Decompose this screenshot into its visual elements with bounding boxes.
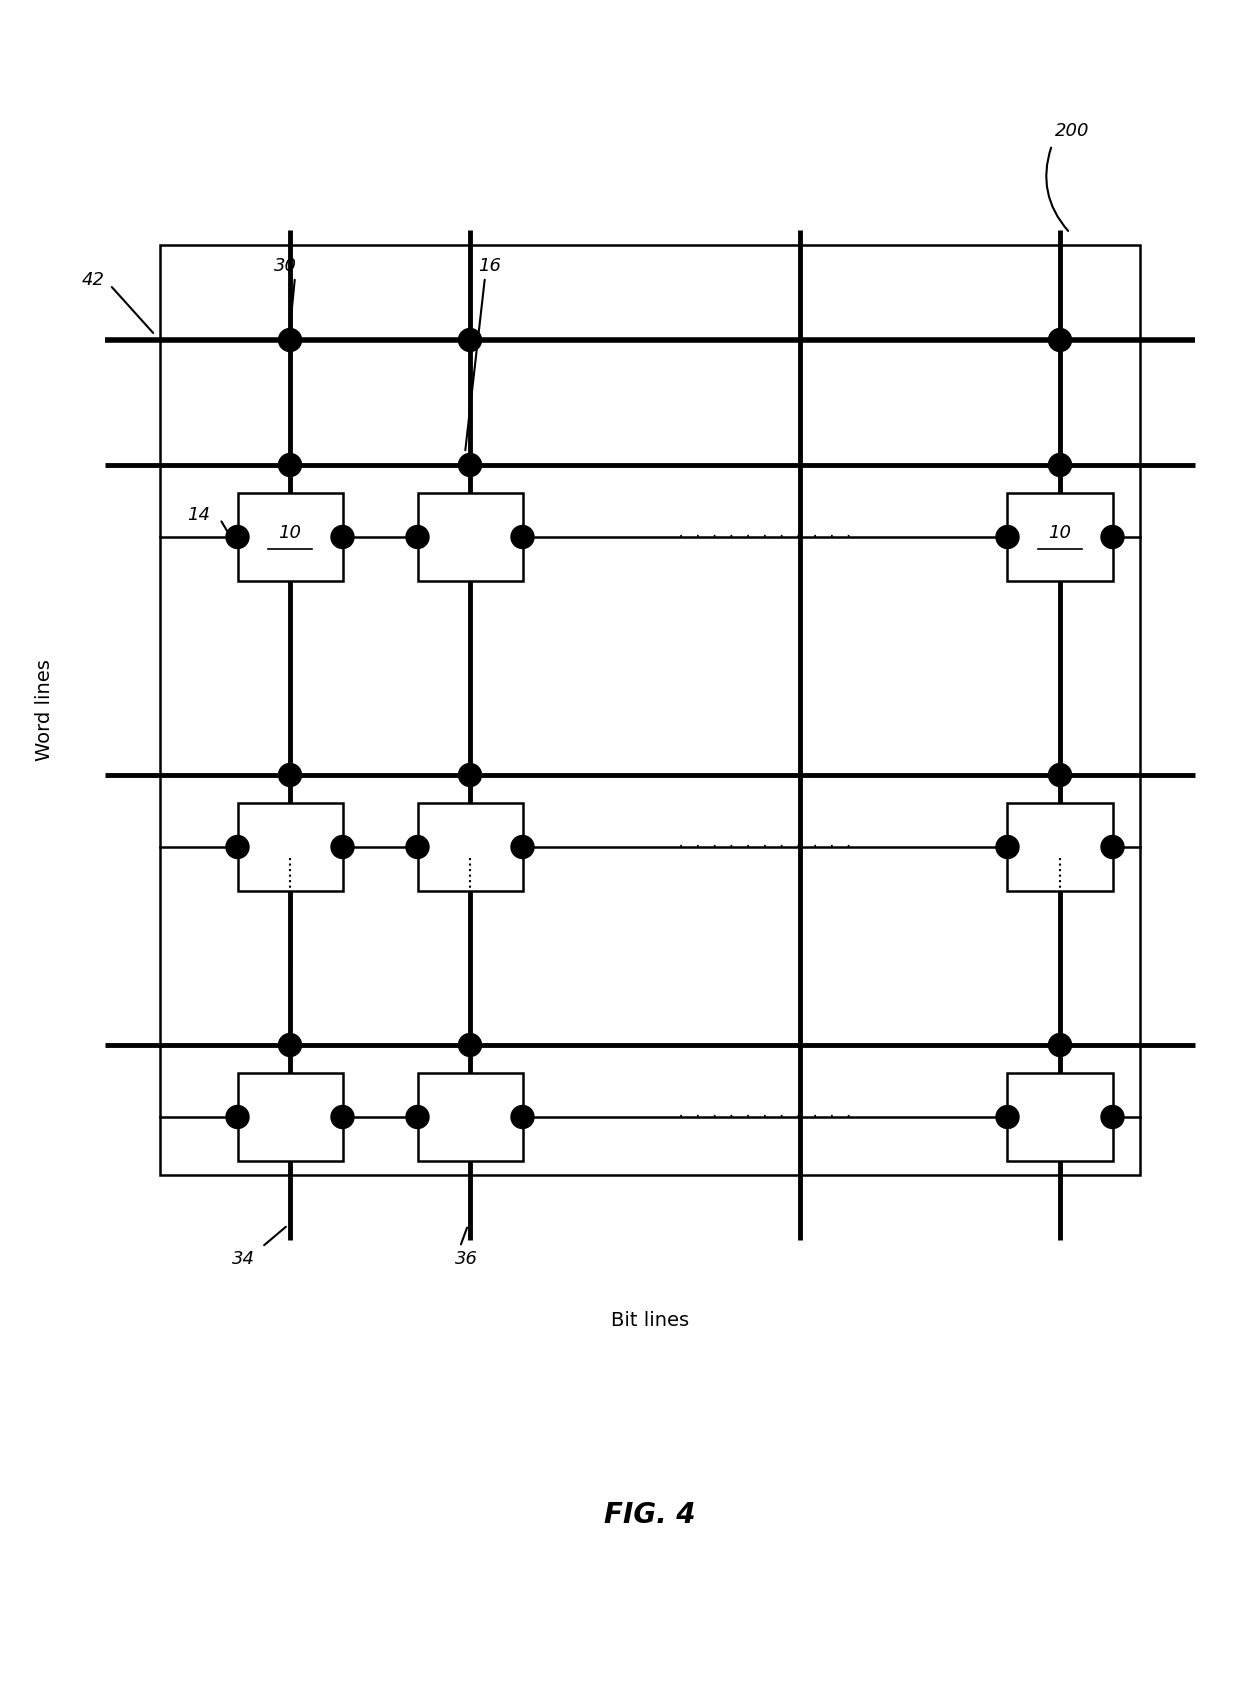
Circle shape: [1049, 763, 1071, 786]
Bar: [418, 803, 522, 892]
Circle shape: [511, 1105, 534, 1129]
Circle shape: [279, 1034, 301, 1056]
Circle shape: [1101, 525, 1123, 549]
Bar: [160, 246, 1140, 1175]
Text: 200: 200: [1055, 122, 1090, 141]
Text: Word lines: Word lines: [36, 659, 55, 761]
Text: 34: 34: [232, 1249, 255, 1268]
Bar: [1007, 493, 1112, 581]
Text: 30: 30: [274, 258, 296, 275]
Circle shape: [1101, 1105, 1123, 1129]
Circle shape: [226, 1105, 249, 1129]
Text: 10: 10: [279, 524, 301, 542]
Circle shape: [226, 836, 249, 858]
Circle shape: [405, 836, 429, 858]
Circle shape: [511, 525, 534, 549]
Bar: [238, 1073, 342, 1161]
Circle shape: [405, 1105, 429, 1129]
Circle shape: [996, 1105, 1019, 1129]
Circle shape: [279, 329, 301, 351]
Bar: [1007, 803, 1112, 892]
Text: 16: 16: [479, 258, 501, 275]
Text: · · · · · · · · · · ·: · · · · · · · · · · ·: [677, 841, 853, 854]
Text: 10: 10: [1049, 524, 1071, 542]
Bar: [418, 1073, 522, 1161]
Text: 36: 36: [455, 1249, 477, 1268]
Text: Bit lines: Bit lines: [611, 1310, 689, 1329]
Circle shape: [405, 525, 429, 549]
Circle shape: [226, 525, 249, 549]
Circle shape: [996, 525, 1019, 549]
Circle shape: [1101, 836, 1123, 858]
Circle shape: [331, 525, 353, 549]
Circle shape: [331, 836, 353, 858]
Text: 14: 14: [187, 507, 210, 524]
Bar: [1007, 1073, 1112, 1161]
Circle shape: [1049, 1034, 1071, 1056]
Text: 42: 42: [82, 271, 105, 290]
Circle shape: [459, 329, 481, 351]
Circle shape: [279, 763, 301, 786]
Circle shape: [996, 836, 1019, 858]
Circle shape: [331, 1105, 353, 1129]
Circle shape: [279, 454, 301, 476]
Circle shape: [511, 836, 534, 858]
Circle shape: [1049, 454, 1071, 476]
Circle shape: [459, 1034, 481, 1056]
Text: · · · · · · · · · · ·: · · · · · · · · · · ·: [677, 1110, 853, 1124]
Circle shape: [1049, 329, 1071, 351]
Bar: [418, 493, 522, 581]
Circle shape: [459, 763, 481, 786]
Bar: [238, 493, 342, 581]
Text: · · · · · · · · · · ·: · · · · · · · · · · ·: [677, 531, 853, 544]
Bar: [238, 803, 342, 892]
Text: FIG. 4: FIG. 4: [604, 1502, 696, 1529]
Circle shape: [459, 454, 481, 476]
